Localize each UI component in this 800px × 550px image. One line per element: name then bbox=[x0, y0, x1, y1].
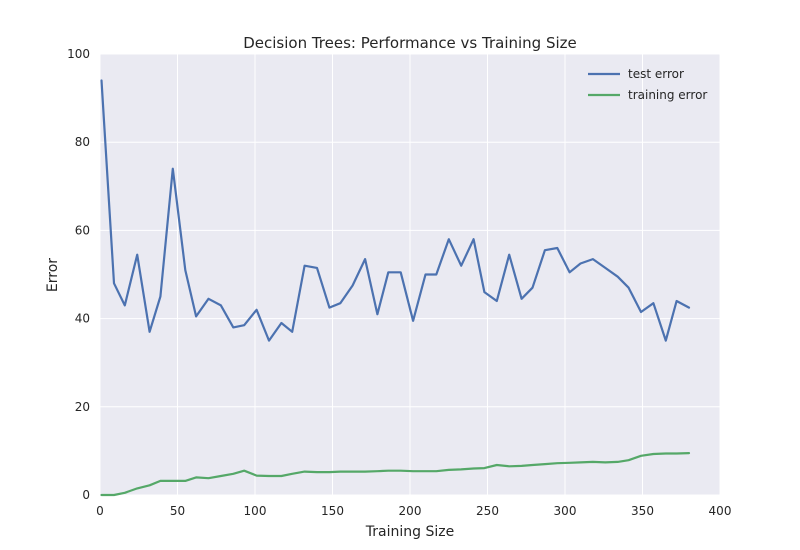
x-tick-label: 250 bbox=[476, 504, 499, 518]
series-line-test-error bbox=[100, 79, 691, 342]
y-axis-label: Error bbox=[45, 258, 61, 292]
series-line-training-error bbox=[100, 452, 691, 497]
x-tick-label: 50 bbox=[170, 504, 185, 518]
x-tick-label: 200 bbox=[399, 504, 422, 518]
legend-label: training error bbox=[628, 88, 707, 102]
x-tick-labels: 0 50 100 150 200 250 300 350 400 bbox=[96, 504, 731, 518]
x-axis-label: Training Size bbox=[365, 524, 454, 540]
y-tick-label: 60 bbox=[75, 223, 90, 237]
series-layer bbox=[100, 79, 691, 497]
y-tick-labels: 0 20 40 60 80 100 bbox=[67, 47, 90, 502]
y-tick-label: 80 bbox=[75, 135, 90, 149]
x-tick-label: 150 bbox=[321, 504, 344, 518]
x-tick-label: 0 bbox=[96, 504, 104, 518]
x-tick-label: 350 bbox=[631, 504, 654, 518]
x-tick-label: 300 bbox=[554, 504, 577, 518]
chart-title: Decision Trees: Performance vs Training … bbox=[243, 34, 577, 52]
legend: test error training error bbox=[588, 67, 707, 102]
x-tick-label: 100 bbox=[244, 504, 267, 518]
y-tick-label: 20 bbox=[75, 400, 90, 414]
legend-label: test error bbox=[628, 67, 684, 81]
y-tick-label: 40 bbox=[75, 312, 90, 326]
y-tick-label: 0 bbox=[82, 488, 90, 502]
grid-lines bbox=[99, 53, 721, 496]
x-tick-label: 400 bbox=[709, 504, 732, 518]
y-tick-label: 100 bbox=[67, 47, 90, 61]
